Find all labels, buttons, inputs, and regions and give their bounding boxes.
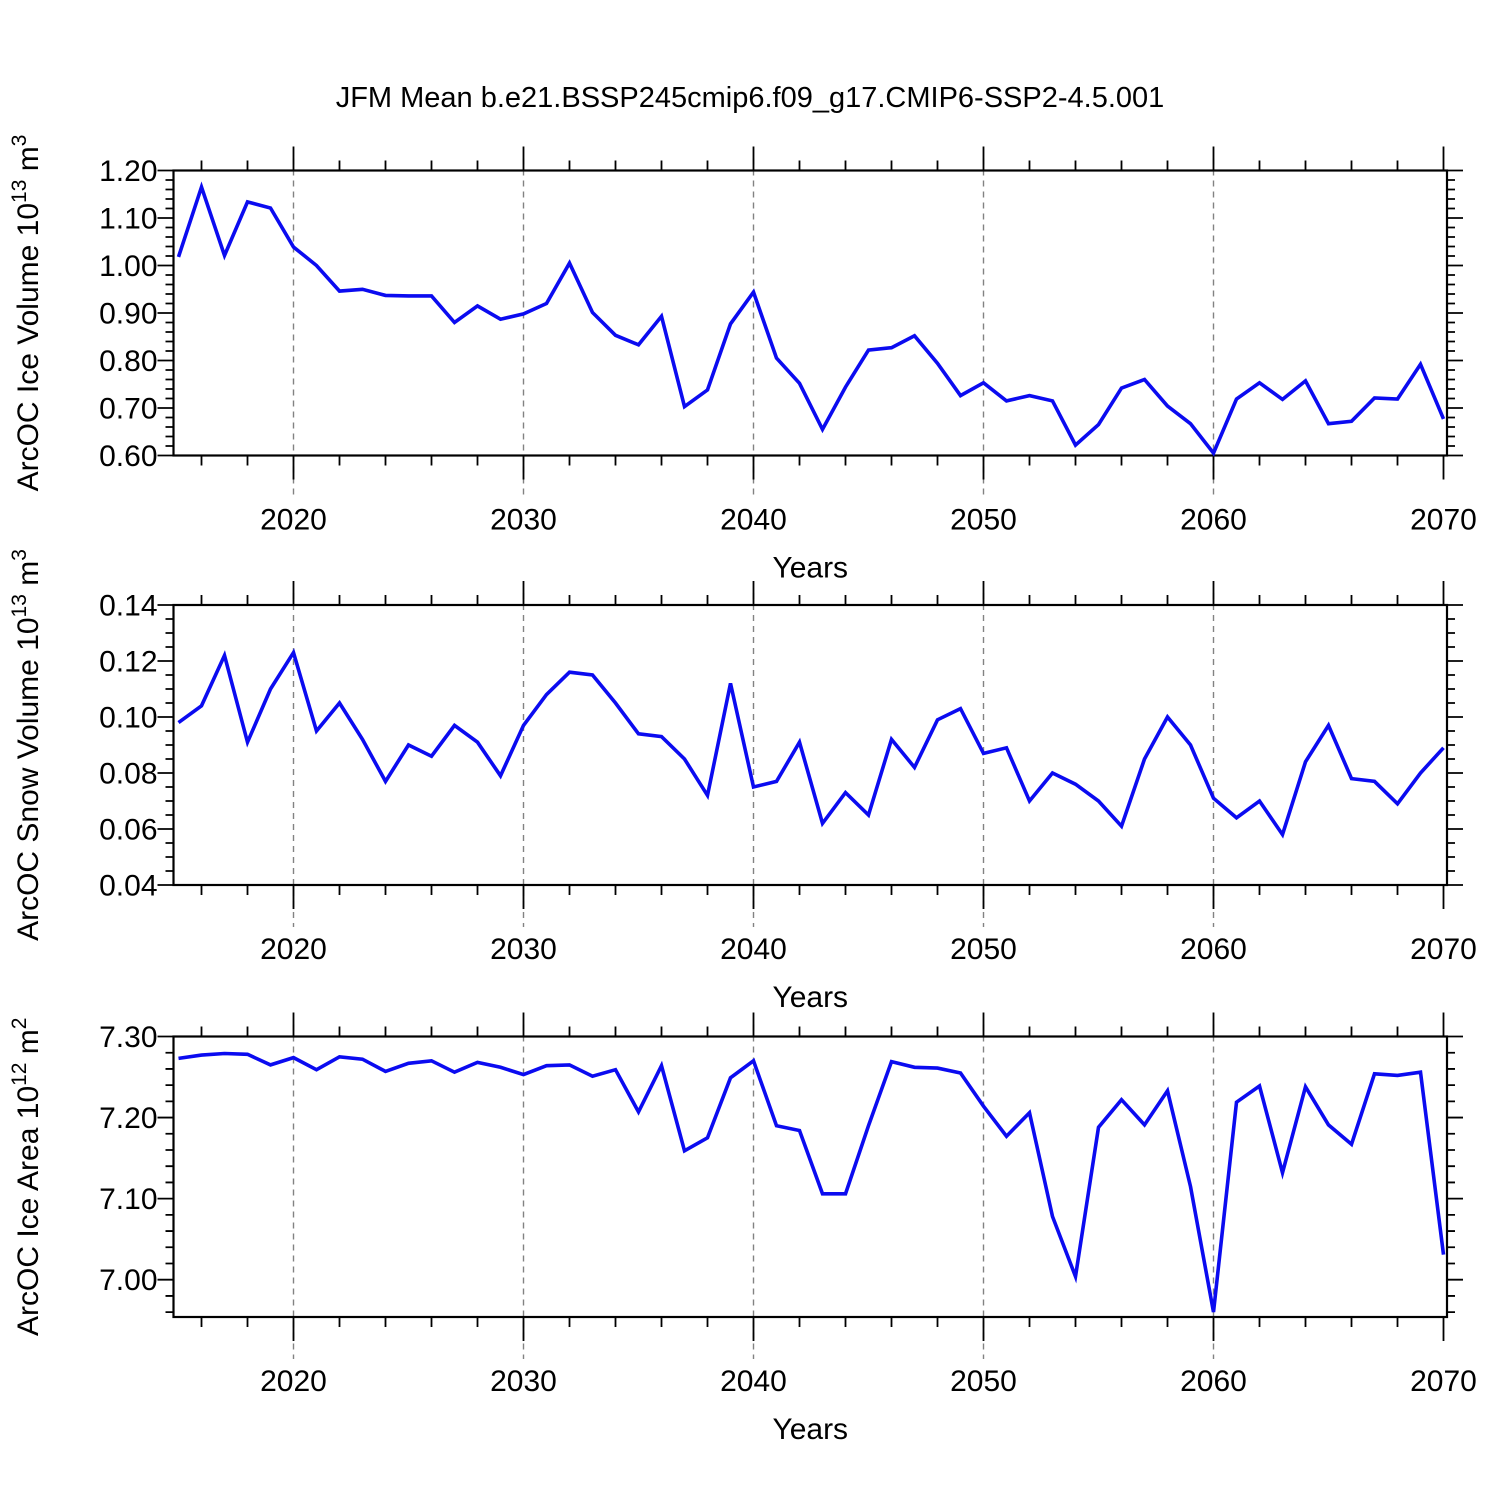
arcoc-snow-volume-line xyxy=(177,648,1445,839)
x-axis-title: Years xyxy=(772,1413,848,1446)
axis-ticks xyxy=(157,146,1463,480)
x-tick-label: 2050 xyxy=(950,1365,1017,1398)
x-tick-label: 2020 xyxy=(260,933,327,966)
x-tick-label: 2060 xyxy=(1180,1365,1247,1398)
y-tick-label: 7.10 xyxy=(99,1183,157,1216)
plot-frame xyxy=(172,603,1449,887)
x-tick-label: 2060 xyxy=(1180,933,1247,966)
y-tick-label: 0.12 xyxy=(99,646,157,679)
x-tick-label: 2030 xyxy=(490,1365,557,1398)
x-tick-label: 2020 xyxy=(260,1365,327,1398)
x-axis-title: Years xyxy=(772,981,848,1014)
axis-ticks xyxy=(157,1012,1463,1341)
plot-frame xyxy=(172,169,1449,457)
arcoc-ice-area-line xyxy=(178,1051,1446,1313)
x-tick-label: 2030 xyxy=(490,504,557,537)
y-axis-title: ArcOC Snow Volume 1013 m3 xyxy=(8,549,45,941)
y-tick-label: 0.10 xyxy=(99,702,157,735)
x-tick-label: 2030 xyxy=(490,933,557,966)
y-tick-label: 7.20 xyxy=(99,1102,157,1135)
figure-title: JFM Mean b.e21.BSSP245cmip6.f09_g17.CMIP… xyxy=(336,82,1165,114)
arcoc-ice-volume-line xyxy=(176,181,1446,457)
y-tick-label: 1.10 xyxy=(99,203,157,236)
chart-panels: 0.60 0.70 0.80 0.90 1.00 1.10 1.20 2020 2030 2040… xyxy=(8,135,1477,1446)
plot-frame xyxy=(172,1035,1449,1319)
x-tick-label: 2050 xyxy=(950,504,1017,537)
y-tick-label: 0.08 xyxy=(99,758,157,791)
y-tick-label: 0.14 xyxy=(99,590,157,623)
x-tick-label: 2070 xyxy=(1410,504,1477,537)
y-tick-label: 7.30 xyxy=(99,1021,157,1054)
y-tick-label: 1.00 xyxy=(99,250,157,283)
x-axis-title: Years xyxy=(772,552,848,585)
y-axis-title: ArcOC Ice Area 1012 m2 xyxy=(8,1018,45,1336)
arcoc-ice-area-chart: 7.00 7.10 7.20 7.30 2020 2030 2040 2050 2060 2070… xyxy=(8,1012,1477,1446)
y-tick-label: 0.04 xyxy=(99,870,157,903)
y-tick-label: 0.90 xyxy=(99,298,157,331)
y-tick-label: 0.70 xyxy=(99,393,157,426)
y-tick-label: 7.00 xyxy=(99,1264,157,1297)
y-tick-label: 0.80 xyxy=(99,345,157,378)
x-tick-label: 2050 xyxy=(950,933,1017,966)
y-axis-title: ArcOC Ice Volume 1013 m3 xyxy=(8,135,45,492)
y-tick-label: 1.20 xyxy=(99,155,157,188)
x-tick-label: 2040 xyxy=(720,504,787,537)
y-tick-label: 0.60 xyxy=(99,440,157,473)
x-tick-label: 2060 xyxy=(1180,504,1247,537)
x-tick-label: 2070 xyxy=(1410,933,1477,966)
x-tick-label: 2020 xyxy=(260,504,327,537)
arcoc-snow-volume-chart: 0.04 0.06 0.08 0.10 0.12 0.14 2020 2030 2040 2050… xyxy=(8,549,1477,1014)
y-tick-label: 0.06 xyxy=(99,814,157,847)
x-tick-label: 2070 xyxy=(1410,1365,1477,1398)
arcoc-ice-volume-chart: 0.60 0.70 0.80 0.90 1.00 1.10 1.20 2020 2030 2040… xyxy=(8,135,1477,585)
axis-ticks xyxy=(157,581,1463,909)
x-tick-label: 2040 xyxy=(720,933,787,966)
x-tick-label: 2040 xyxy=(720,1365,787,1398)
